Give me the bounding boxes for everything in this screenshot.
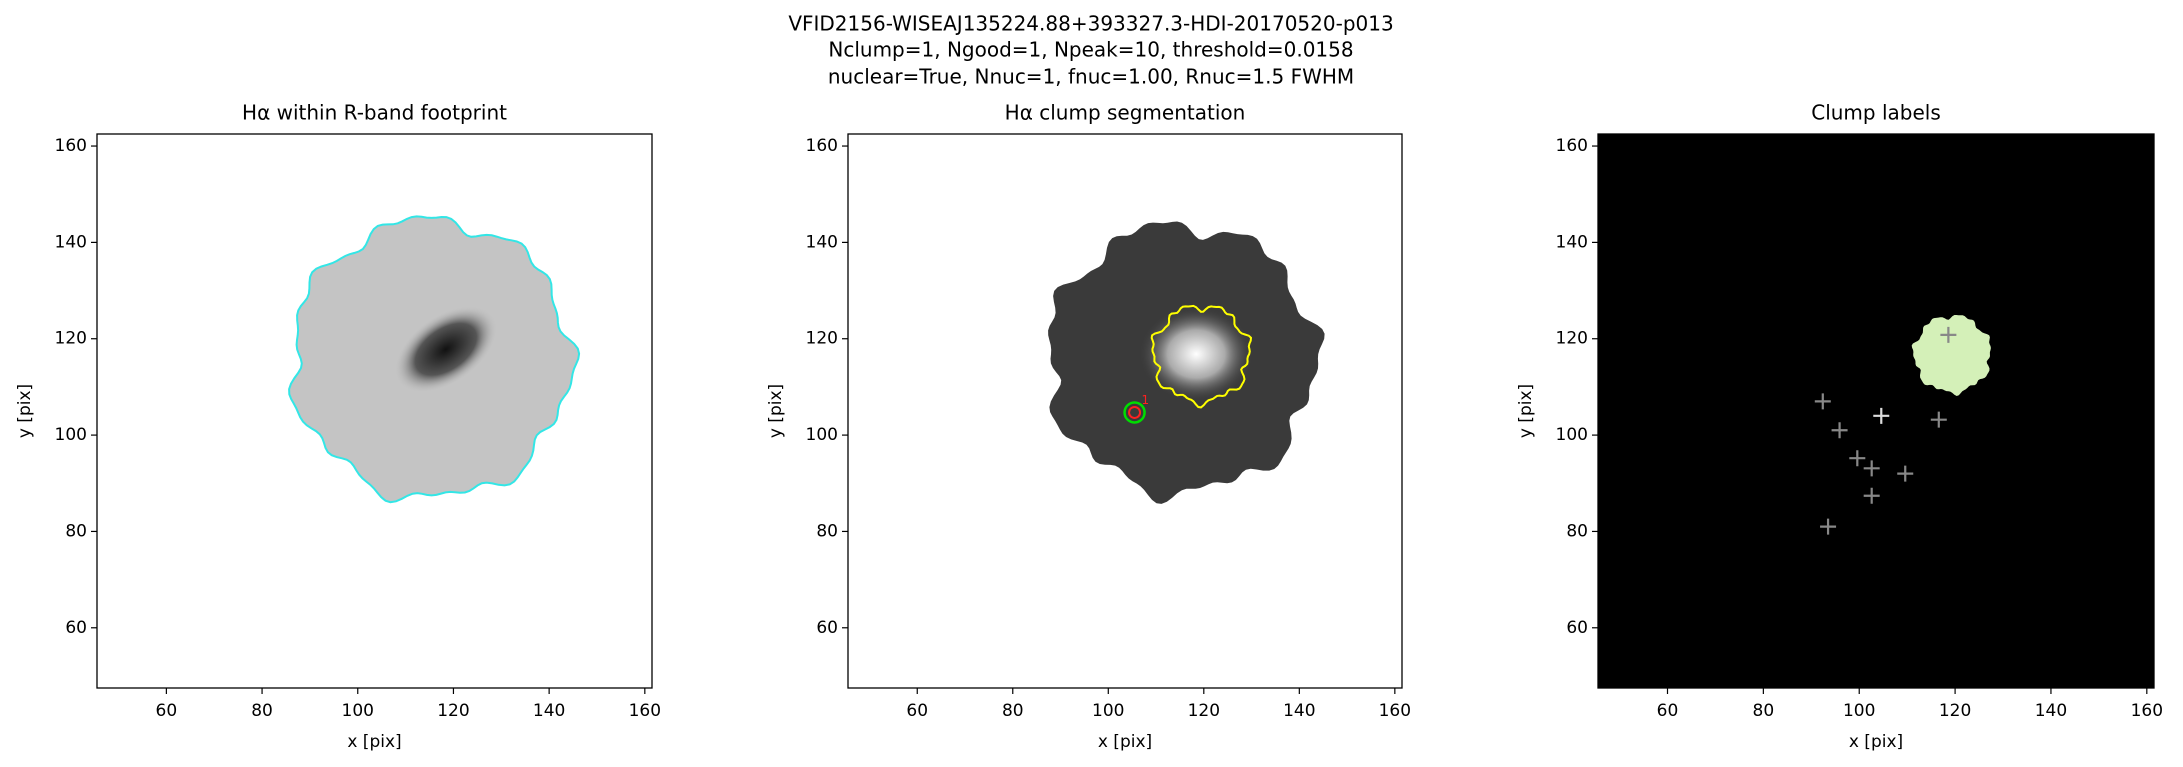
y-tick-label: 80 — [65, 521, 87, 541]
contour — [1150, 304, 1253, 409]
x-axis-label: x [pix] — [1098, 732, 1152, 752]
y-tick-label: 160 — [55, 136, 87, 156]
peak-marker — [1814, 393, 1831, 410]
peak-marker — [1873, 407, 1890, 424]
core — [1138, 306, 1254, 402]
x-tick-label: 80 — [1002, 701, 1024, 721]
x-tick-label: 80 — [1753, 701, 1775, 721]
background — [1598, 134, 2154, 688]
x-tick-label: 160 — [2131, 701, 2163, 721]
y-tick-label: 120 — [1556, 329, 1588, 349]
x-tick-label: 60 — [1657, 701, 1679, 721]
y-tick-label: 80 — [1566, 521, 1588, 541]
x-tick-label: 120 — [1939, 701, 1971, 721]
x-tick-label: 80 — [251, 701, 273, 721]
x-tick-label: 160 — [629, 701, 661, 721]
x-axis-label: x [pix] — [1849, 732, 1903, 752]
y-axis-label: y [pix] — [766, 384, 786, 438]
y-axis-label: y [pix] — [1516, 384, 1536, 438]
peak-marker — [1831, 422, 1848, 439]
peak-marker — [1897, 465, 1914, 482]
axes-frame — [96, 133, 653, 689]
x-tick-label: 60 — [906, 701, 928, 721]
x-tick-label: 100 — [1843, 701, 1875, 721]
y-tick-label: 100 — [55, 425, 87, 445]
y-tick-label: 140 — [55, 232, 87, 252]
x-tick-label: 120 — [437, 701, 469, 721]
peak-marker — [1820, 518, 1837, 535]
suptitle-line: VFID2156-WISEAJ135224.88+393327.3-HDI-20… — [788, 12, 1393, 36]
x-tick-label: 140 — [2035, 701, 2067, 721]
panel-title: Clump labels — [1811, 101, 1941, 125]
y-tick-label: 80 — [816, 521, 838, 541]
x-axis-label: x [pix] — [347, 732, 401, 752]
x-tick-label: 120 — [1188, 701, 1220, 721]
x-tick-label: 60 — [156, 701, 178, 721]
peak-marker — [1863, 460, 1880, 477]
axes-frame — [1597, 133, 2155, 689]
peak-marker — [1863, 487, 1880, 504]
clump-label: 1 — [1142, 393, 1150, 407]
x-tick-label: 140 — [533, 701, 565, 721]
y-tick-label: 160 — [806, 136, 838, 156]
peak-marker — [1940, 326, 1957, 343]
y-axis-label: y [pix] — [15, 384, 35, 438]
y-tick-label: 140 — [1556, 232, 1588, 252]
panel-title: Hα clump segmentation — [1005, 101, 1246, 125]
y-tick-label: 100 — [1556, 425, 1588, 445]
peak-marker — [1930, 411, 1947, 428]
y-tick-label: 100 — [806, 425, 838, 445]
y-tick-label: 60 — [65, 618, 87, 638]
clump — [1911, 315, 1991, 396]
clump-marker — [1123, 401, 1146, 424]
x-tick-label: 160 — [1379, 701, 1411, 721]
y-tick-label: 120 — [55, 329, 87, 349]
x-tick-label: 140 — [1283, 701, 1315, 721]
axes-frame — [847, 133, 1403, 689]
y-tick-label: 120 — [806, 329, 838, 349]
y-tick-label: 140 — [806, 232, 838, 252]
y-tick-label: 160 — [1556, 136, 1588, 156]
suptitle-line: Nclump=1, Ngood=1, Npeak=10, threshold=0… — [828, 38, 1353, 62]
x-tick-label: 100 — [342, 701, 374, 721]
y-tick-label: 60 — [1566, 618, 1588, 638]
y-tick-label: 60 — [816, 618, 838, 638]
core — [395, 306, 497, 393]
x-tick-label: 100 — [1092, 701, 1124, 721]
suptitle-line: nuclear=True, Nnuc=1, fnuc=1.00, Rnuc=1.… — [828, 65, 1354, 89]
peak-marker — [1128, 405, 1142, 419]
panel-title: Hα within R-band footprint — [242, 101, 507, 125]
peak-marker — [1849, 450, 1866, 467]
